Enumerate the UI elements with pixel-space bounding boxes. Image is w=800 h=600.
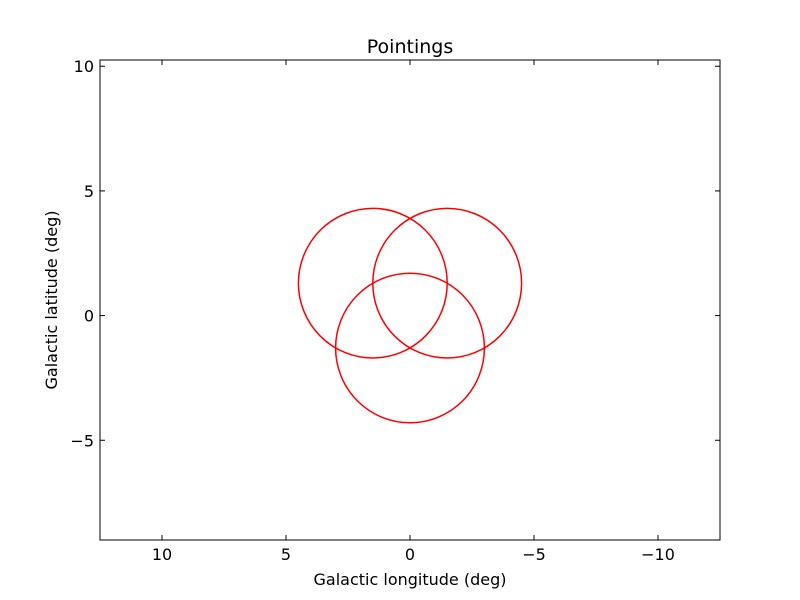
plot-area (100, 60, 720, 540)
x-tick-label: −10 (641, 545, 675, 564)
y-axis-label: Galactic latitude (deg) (42, 211, 61, 390)
y-tick-label: 5 (84, 182, 94, 201)
pointing-circles (297, 207, 523, 424)
y-tick-label: 0 (84, 307, 94, 326)
x-tick-label: 0 (405, 545, 415, 564)
x-tick-label: 5 (281, 545, 291, 564)
x-axis-label: Galactic longitude (deg) (314, 570, 507, 589)
axis-ticks: 10 5 0 −5 −10 10 5 0 −5 (70, 57, 720, 564)
plot-frame (99, 59, 721, 541)
chart-title: Pointings (367, 36, 453, 58)
y-tick-label: 10 (74, 57, 94, 76)
x-tick-label: −5 (522, 545, 546, 564)
pointing-circle-3 (334, 272, 486, 424)
x-tick-label: 10 (152, 545, 172, 564)
y-tick-label: −5 (70, 431, 94, 450)
